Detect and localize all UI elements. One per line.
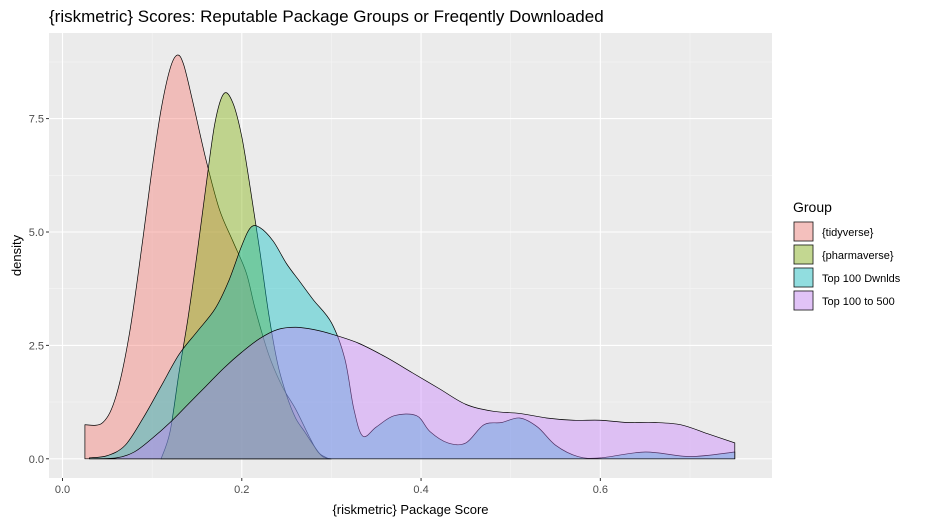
legend-key-background [793, 290, 814, 311]
x-tick-label: 0.4 [413, 484, 428, 496]
x-tick-label: 0.2 [234, 484, 249, 496]
density-areas [84, 54, 736, 460]
legend-title: Group [793, 199, 832, 215]
legend-key-background [793, 267, 814, 288]
x-axis-label: {riskmetric} Package Score [332, 502, 488, 517]
plot-panel [49, 33, 772, 478]
legend-label: Top 100 to 500 [822, 296, 895, 308]
grid-major [49, 33, 772, 478]
density-area-3 [89, 225, 736, 460]
legend-label: Top 100 Dwnlds [822, 273, 901, 285]
legend-label: {pharmaverse} [822, 250, 894, 262]
x-tick-label: 0.0 [55, 484, 70, 496]
x-axis: 0.0 0.2 0.4 0.6 [55, 478, 608, 496]
density-area-4 [89, 326, 736, 460]
y-tick-label: 5.0 [29, 227, 44, 239]
legend-key [793, 221, 814, 242]
legend-key-background [793, 221, 814, 242]
legend-key [793, 244, 814, 265]
x-tick-label: 0.6 [593, 484, 608, 496]
density-area-2 [160, 92, 332, 460]
legend-key-background [793, 244, 814, 265]
y-tick-label: 0.0 [29, 454, 44, 466]
y-axis: 0.0 2.5 5.0 7.5 [29, 114, 49, 466]
chart-title: {riskmetric} Scores: Reputable Package G… [49, 7, 604, 26]
y-axis-label: density [9, 234, 24, 276]
legend-label: {tidyverse} [822, 227, 874, 239]
y-tick-label: 2.5 [29, 340, 44, 352]
legend-key [793, 290, 814, 311]
legend-key [793, 267, 814, 288]
y-tick-label: 7.5 [29, 114, 44, 126]
legend: Group {tidyverse} {pharmaverse} Top 100 Dw… [793, 199, 901, 311]
density-area-1 [84, 54, 332, 460]
grid-minor [49, 33, 772, 478]
